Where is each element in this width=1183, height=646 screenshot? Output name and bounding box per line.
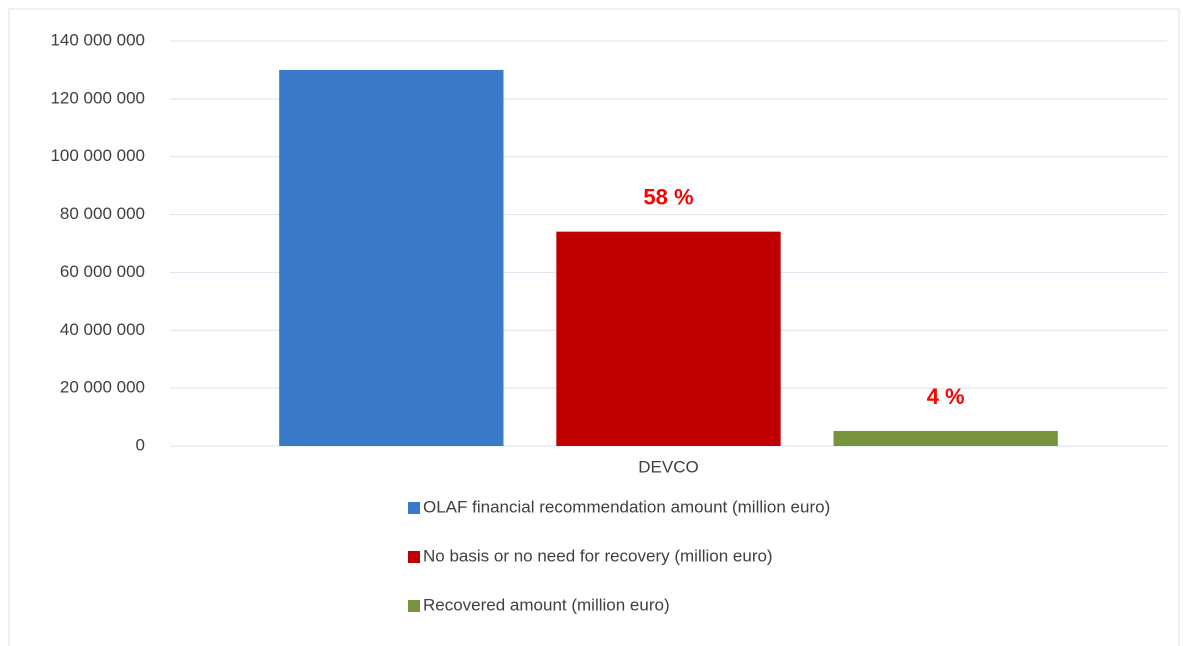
bar	[279, 69, 504, 446]
bar	[833, 430, 1058, 446]
y-tick-label: 140 000 000	[50, 30, 145, 49]
x-tick-label: DEVCO	[638, 457, 698, 476]
y-tick-label: 100 000 000	[50, 146, 145, 165]
legend-label: No basis or no need for recovery (millio…	[423, 546, 773, 565]
legend-swatch	[408, 502, 420, 514]
legend-swatch	[408, 551, 420, 563]
y-tick-label: 0	[136, 435, 145, 454]
legend-label: OLAF financial recommendation amount (mi…	[423, 497, 830, 516]
y-tick-label: 80 000 000	[60, 204, 145, 223]
legend-label: Recovered amount (million euro)	[423, 595, 670, 614]
bar-annotation: 4 %	[927, 384, 965, 409]
bar-annotation: 58 %	[643, 184, 693, 209]
bar	[556, 231, 781, 446]
y-tick-label: 40 000 000	[60, 320, 145, 339]
legend-swatch	[408, 600, 420, 612]
y-tick-label: 120 000 000	[50, 88, 145, 107]
chart-frame	[8, 8, 1180, 646]
y-tick-label: 20 000 000	[60, 378, 145, 397]
y-tick-label: 60 000 000	[60, 262, 145, 281]
